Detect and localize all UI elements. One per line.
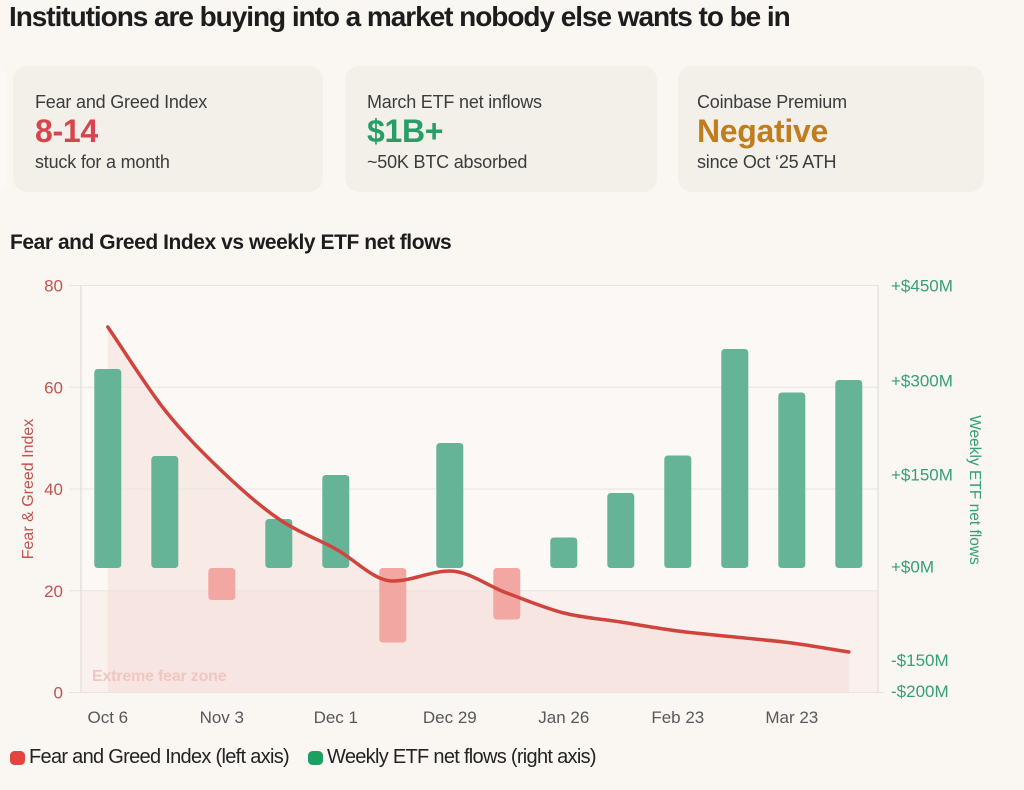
svg-text:Jan 26: Jan 26 xyxy=(538,708,589,727)
svg-text:0: 0 xyxy=(54,684,63,703)
svg-text:Weekly ETF net flows: Weekly ETF net flows xyxy=(966,415,983,565)
svg-text:-$150M: -$150M xyxy=(891,651,949,670)
svg-text:Mar 23: Mar 23 xyxy=(765,708,818,727)
svg-text:40: 40 xyxy=(44,480,63,499)
svg-text:Oct 6: Oct 6 xyxy=(87,708,128,727)
svg-text:Dec 1: Dec 1 xyxy=(314,708,358,727)
svg-text:Extreme fear zone: Extreme fear zone xyxy=(92,668,227,685)
svg-text:80: 80 xyxy=(44,277,63,296)
svg-text:+$0M: +$0M xyxy=(891,558,934,577)
svg-text:Fear & Greed Index: Fear & Greed Index xyxy=(20,419,37,560)
svg-text:+$300M: +$300M xyxy=(891,372,953,391)
svg-text:+$450M: +$450M xyxy=(891,276,953,295)
svg-text:60: 60 xyxy=(44,378,63,397)
svg-text:Nov 3: Nov 3 xyxy=(200,708,244,727)
svg-text:-$200M: -$200M xyxy=(891,682,949,701)
svg-text:+$150M: +$150M xyxy=(891,466,953,485)
svg-text:20: 20 xyxy=(44,582,63,601)
svg-text:Dec 29: Dec 29 xyxy=(423,708,477,727)
svg-text:Feb 23: Feb 23 xyxy=(651,708,704,727)
